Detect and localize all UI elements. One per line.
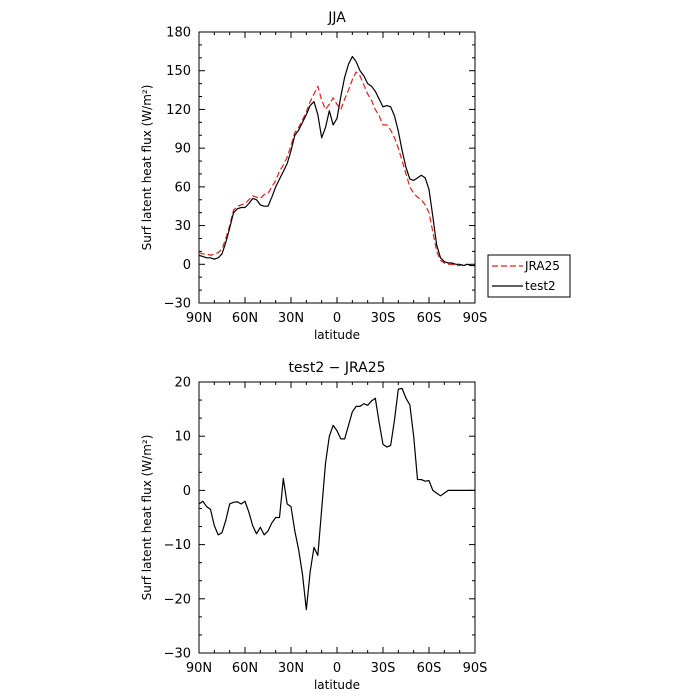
chart-panel-2: test2 − JRA25 −30 −20 −10 0 10 20 90N 60N 30N 0 30S…	[140, 360, 487, 692]
x-axis: 90N 60N 30N 0 30S 60S 90S	[186, 382, 488, 676]
plot-frame	[198, 381, 476, 654]
y-axis-label: Surf latent heat flux (W/m²)	[140, 85, 154, 251]
series-line-test2	[198, 387, 475, 611]
x-tick-label: 0	[333, 311, 341, 326]
legend: JRA25 test2	[487, 254, 571, 298]
x-tick-label: 60N	[232, 311, 258, 326]
chart-title: test2 − JRA25	[288, 360, 385, 376]
x-tick-label: 90N	[186, 311, 212, 326]
y-tick-label: 30	[174, 219, 191, 234]
x-axis: 90N 60N 30N 0 30S 60S 90S	[186, 32, 488, 326]
y-tick-label: 90	[174, 142, 191, 157]
x-tick-label: 30S	[371, 661, 396, 676]
x-axis-label: latitude	[314, 328, 360, 342]
y-tick-label: 60	[174, 180, 191, 195]
legend-label-jra25: JRA25	[524, 259, 560, 273]
legend-label-test2: test2	[525, 279, 556, 293]
x-tick-label: 60N	[232, 661, 258, 676]
x-tick-label: 30N	[278, 661, 304, 676]
chart-title: JJA	[327, 10, 346, 26]
y-tick-label: 20	[174, 376, 191, 391]
x-tick-label: 30S	[371, 311, 396, 326]
y-tick-label: 0	[183, 258, 191, 273]
x-tick-label: 60S	[417, 311, 442, 326]
y-tick-label: −10	[164, 538, 191, 553]
y-tick-label: −30	[164, 297, 191, 312]
y-tick-label: 150	[166, 64, 191, 79]
legend-box	[487, 254, 571, 298]
x-axis-label: latitude	[314, 678, 360, 692]
x-tick-label: 90N	[186, 661, 212, 676]
series-line-jra25	[198, 71, 475, 267]
x-tick-label: 90S	[463, 661, 488, 676]
x-tick-label: 60S	[417, 661, 442, 676]
x-tick-label: 90S	[463, 311, 488, 326]
y-tick-label: 10	[174, 430, 191, 445]
y-tick-label: −20	[164, 592, 191, 607]
series-line-test2	[198, 55, 475, 267]
x-tick-label: 30N	[278, 311, 304, 326]
y-tick-label: 180	[166, 26, 191, 41]
plot-frame	[198, 31, 476, 304]
y-tick-label: 120	[166, 103, 191, 118]
y-axis-label: Surf latent heat flux (W/m²)	[140, 435, 154, 601]
y-axis: −30 −20 −10 0 10 20	[164, 376, 475, 662]
y-axis: −30 0 30 60 90 120 150 180	[164, 26, 475, 312]
x-tick-label: 0	[333, 661, 341, 676]
y-tick-label: −30	[164, 647, 191, 662]
y-tick-label: 0	[183, 484, 191, 499]
